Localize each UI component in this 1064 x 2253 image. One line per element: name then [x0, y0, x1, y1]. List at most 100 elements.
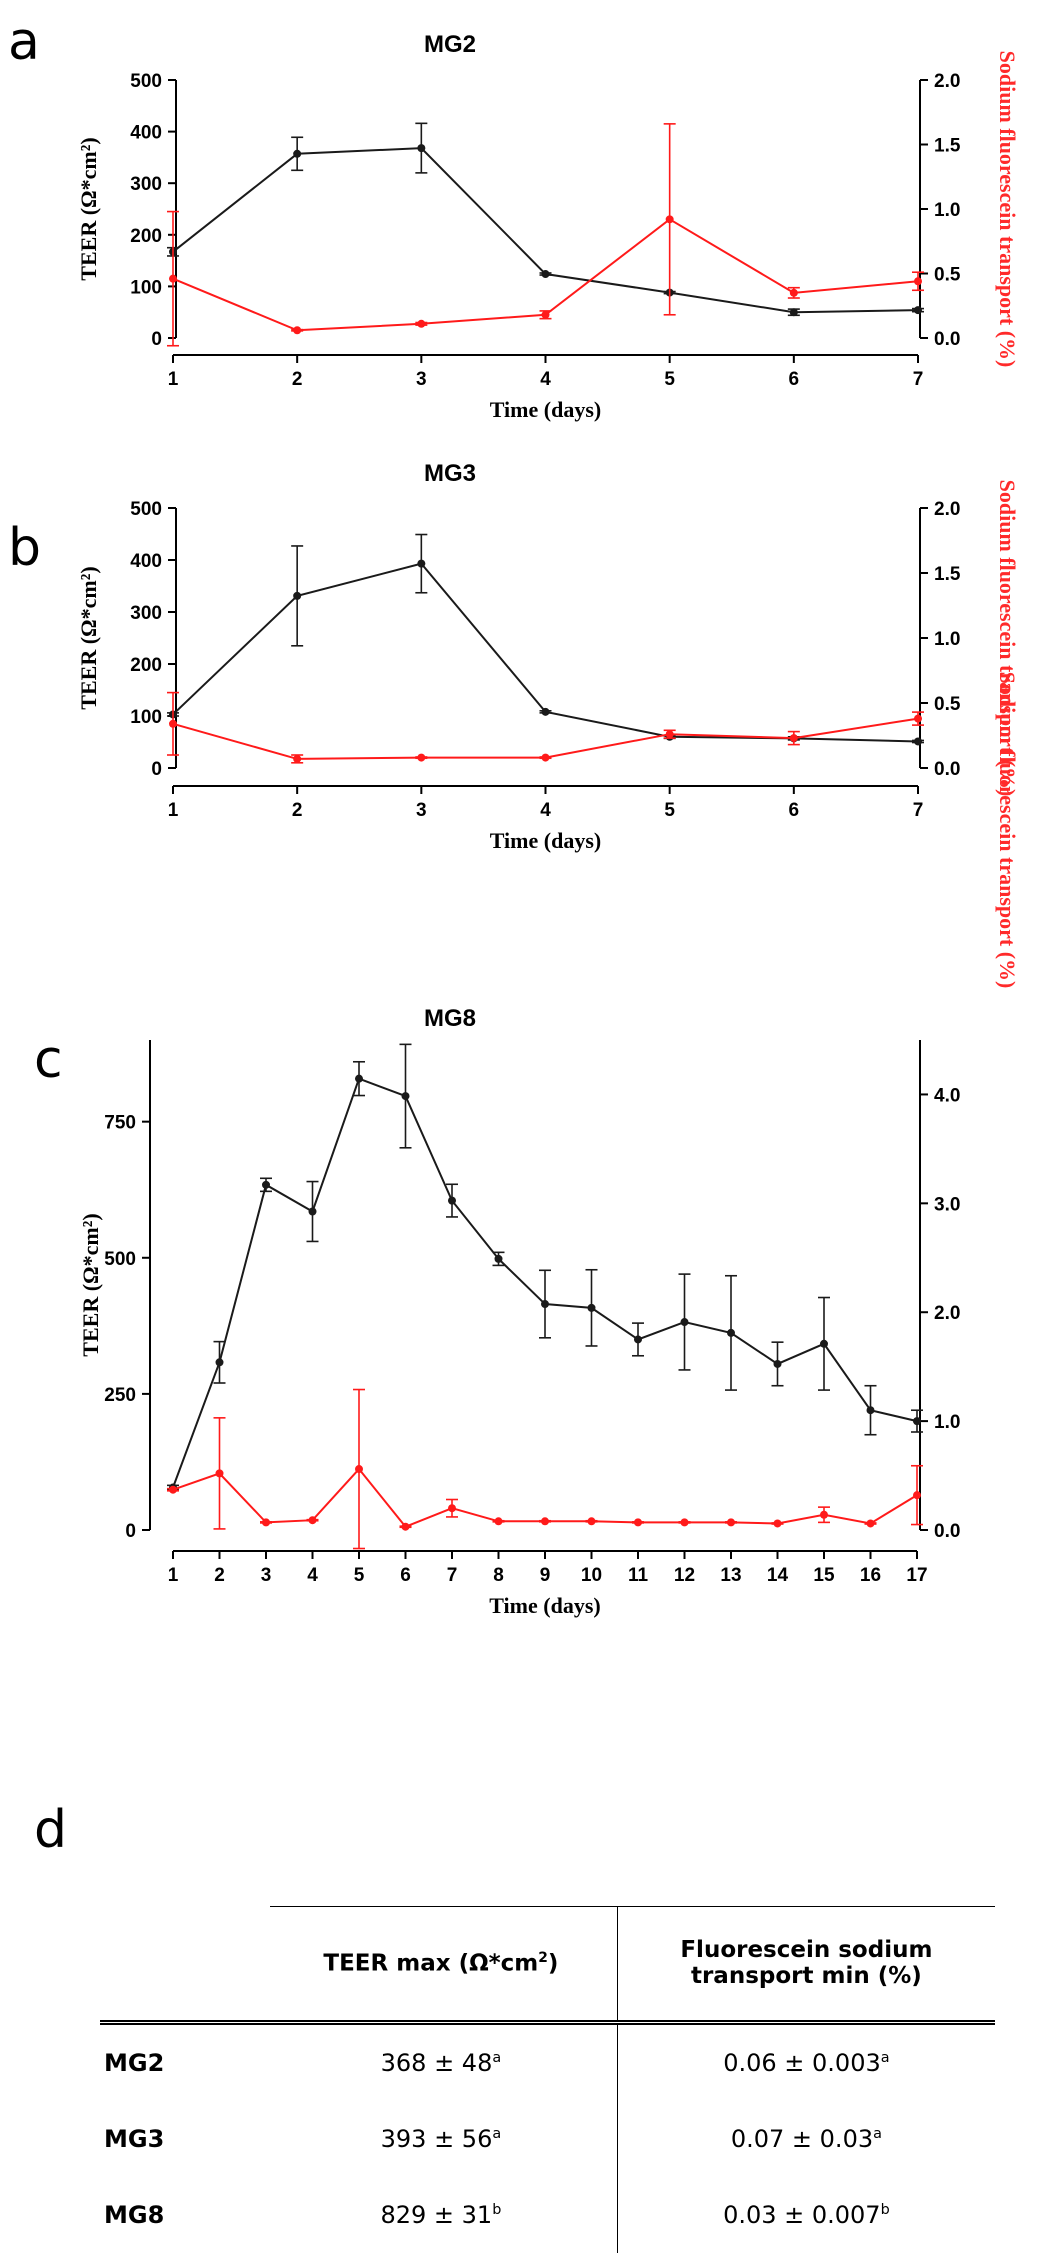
y-tick-label-left: 750	[104, 1113, 136, 1134]
fluorescein-point	[541, 310, 550, 319]
x-tick-label: 7	[913, 800, 924, 821]
teer-point	[355, 1074, 363, 1083]
y-tick-label-left: 200	[130, 226, 162, 247]
chart-mg3: MG3 0 100 200 300 400 500 0.0 0.5 1.0 1.5 2.0 1 2 3 4 5 6…	[76, 460, 1020, 853]
x-tick-label: 4	[540, 369, 551, 390]
x-tick-label: 16	[860, 1565, 881, 1586]
teer-point	[417, 144, 426, 153]
x-tick-label: 5	[664, 800, 675, 821]
x-tick-label: 15	[813, 1565, 835, 1586]
y-tick-label-left: 0	[151, 329, 162, 350]
x-tick-label: 14	[767, 1565, 789, 1586]
y-axis-label-right: Sodium fluorescein transport (%)	[995, 480, 1020, 797]
x-tick-label: 4	[540, 800, 551, 821]
x-tick-label: 5	[664, 369, 675, 390]
table-row: MG2 368 ± 48a 0.06 ± 0.003a	[100, 2022, 995, 2101]
x-tick-label: 5	[354, 1565, 365, 1586]
summary-table: TEER max (Ω*cm2) Fluorescein sodium trans…	[100, 1906, 995, 2253]
teer-point	[680, 1318, 689, 1327]
x-tick-label: 11	[628, 1565, 649, 1586]
row-name: MG8	[104, 2201, 165, 2229]
y-tick-label-left: 500	[104, 1249, 136, 1270]
x-tick-label: 6	[789, 800, 800, 821]
y-tick-label-left: 100	[130, 277, 162, 298]
y-tick-label-left: 100	[130, 707, 162, 728]
teer-point	[820, 1339, 828, 1348]
x-tick-label: 12	[674, 1565, 695, 1586]
x-tick-label: 2	[214, 1565, 225, 1586]
fluorescein-point	[727, 1518, 735, 1527]
y-axis-label-right: Sodium fluorescein transport (%)	[995, 672, 1020, 989]
chart-title: MG8	[424, 1005, 476, 1032]
x-tick-label: 2	[292, 369, 303, 390]
y-tick-label-right: 0.0	[934, 1521, 960, 1542]
y-tick-label-left: 200	[130, 655, 162, 676]
chart-mg2: MG2 0 100 200 300 400 500 0.0 0.5 1.0 1.5 2.0 1 2 3 4 5 6…	[76, 31, 1020, 422]
panel-label-c: c	[34, 1030, 63, 1090]
y-tick-label-right: 0.0	[934, 329, 960, 350]
fluorescein-point	[215, 1469, 224, 1478]
fluorescein-point	[789, 734, 798, 743]
panel-label-d: d	[34, 1800, 68, 1860]
teer-point	[308, 1207, 317, 1216]
x-tick-label: 3	[261, 1565, 272, 1586]
x-tick-label: 17	[906, 1565, 927, 1586]
y-tick-label-right: 3.0	[934, 1194, 960, 1215]
panel-label-a: a	[8, 12, 40, 72]
fluorescein-point	[634, 1518, 642, 1527]
fluorescein-point	[820, 1510, 828, 1519]
x-tick-label: 9	[540, 1565, 551, 1586]
x-axis-label: Time (days)	[490, 397, 601, 422]
y-axis-label-left: TEER (Ω*cm²)	[76, 566, 101, 709]
fluorescein-point	[401, 1522, 410, 1531]
x-tick-label: 10	[581, 1565, 602, 1586]
x-tick-label: 13	[720, 1565, 741, 1586]
row-name: MG2	[104, 2049, 165, 2077]
teer-point	[914, 737, 922, 746]
x-tick-label: 1	[168, 800, 179, 821]
table-header-row: TEER max (Ω*cm2) Fluorescein sodium trans…	[100, 1906, 995, 2025]
y-tick-label-left: 250	[104, 1385, 136, 1406]
y-tick-label-right: 1.5	[934, 136, 961, 157]
fluorescein-point	[355, 1465, 363, 1474]
fluorescein-point	[417, 319, 426, 328]
y-tick-label-right: 1.0	[934, 200, 960, 221]
teer-point	[913, 1417, 921, 1426]
y-tick-label-right: 2.0	[934, 499, 960, 520]
y-tick-label-right: 0.5	[934, 694, 961, 715]
x-axis-label: Time (days)	[490, 828, 601, 853]
x-tick-label: 8	[493, 1565, 504, 1586]
teer-point	[541, 1300, 549, 1309]
x-tick-label: 6	[400, 1565, 411, 1586]
fluorescein-point	[914, 714, 922, 723]
fluor-min-value: 0.03 ± 0.007b	[616, 2177, 995, 2253]
teer-point	[866, 1406, 875, 1415]
chart-title: MG3	[424, 460, 476, 487]
fluorescein-point	[448, 1504, 456, 1513]
teer-max-value: 368 ± 48a	[380, 2049, 502, 2077]
fluorescein-point	[262, 1518, 270, 1527]
y-tick-label-left: 500	[130, 499, 162, 520]
table-header-fluor: Fluorescein sodium transport min (%)	[616, 1906, 995, 2025]
teer-point	[293, 149, 302, 158]
x-tick-label: 3	[416, 369, 427, 390]
fluorescein-point	[541, 753, 550, 762]
x-tick-label: 2	[292, 800, 303, 821]
teer-point	[417, 559, 426, 568]
teer-point	[448, 1196, 456, 1205]
x-tick-label: 3	[416, 800, 427, 821]
fluorescein-point	[680, 1518, 689, 1527]
y-tick-label-left: 400	[130, 123, 162, 144]
teer-point	[262, 1180, 270, 1189]
teer-point	[494, 1254, 503, 1263]
x-tick-label: 7	[447, 1565, 458, 1586]
x-tick-label: 1	[168, 1565, 179, 1586]
teer-point	[541, 270, 550, 279]
x-tick-label: 4	[307, 1565, 318, 1586]
y-axis-label-left: TEER (Ω*cm²)	[76, 137, 101, 280]
y-tick-label-right: 2.0	[934, 1303, 960, 1324]
y-tick-label-right: 1.0	[934, 1412, 960, 1433]
row-name: MG3	[104, 2125, 165, 2153]
teer-point	[293, 591, 302, 600]
x-axis-label: Time (days)	[489, 1593, 600, 1618]
